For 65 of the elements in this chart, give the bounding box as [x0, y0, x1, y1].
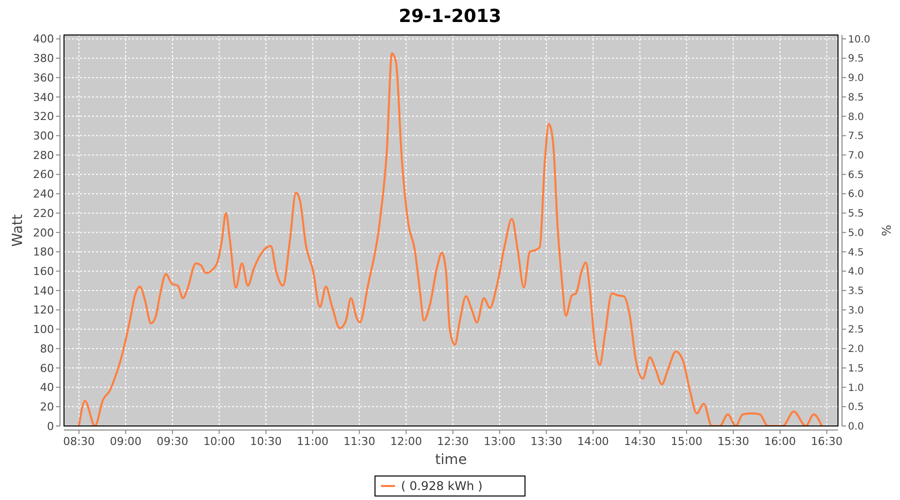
y-tick-label: 100: [33, 323, 54, 336]
y-tick-label: 320: [33, 110, 54, 124]
y2-tick-label: 6.5: [848, 170, 864, 181]
y2-tick-label: 1.5: [848, 363, 864, 374]
y-tick-label: 140: [33, 284, 54, 298]
y-tick-label: 0: [47, 420, 54, 433]
y-tick-label: 120: [33, 304, 54, 317]
y2-tick-label: 9.0: [848, 73, 864, 84]
y-tick-label: 260: [33, 168, 54, 182]
y-tick-label: 20: [40, 400, 54, 414]
x-tick-label: 09:30: [156, 435, 188, 448]
x-tick-label: 14:00: [577, 435, 609, 448]
x-tick-label: 13:00: [484, 435, 516, 448]
y2-tick-label: 8.5: [848, 92, 864, 104]
x-tick-label: 16:30: [810, 435, 843, 448]
x-tick-label: 11:30: [344, 435, 376, 448]
y2-tick-label: 3.5: [848, 286, 864, 298]
y2-tick-label: 5.0: [848, 228, 864, 239]
y2-tick-label: 4.5: [848, 247, 864, 258]
x-tick-label: 10:00: [203, 435, 236, 448]
y2-tick-label: 6.0: [848, 189, 864, 200]
x-tick-label: 16:00: [764, 435, 796, 448]
y-tick-label: 360: [33, 71, 54, 84]
x-tick-label: 08:30: [63, 435, 95, 448]
chart-title: 29-1-2013: [398, 6, 502, 27]
x-tick-label: 10:30: [250, 435, 282, 448]
y-tick-label: 400: [33, 32, 54, 46]
line-series: [78, 52, 823, 426]
y2-tick-label: 3.0: [848, 305, 864, 316]
y-tick-label: 240: [33, 188, 54, 201]
y2-tick-label: 1.0: [848, 382, 864, 394]
x-tick-label: 13:30: [530, 435, 562, 448]
legend-label: ( 0.928 kWh ): [401, 479, 483, 494]
x-tick-label: 15:30: [717, 435, 750, 448]
y2-tick-label: 2.0: [848, 344, 864, 356]
y2-tick-label: 7.5: [848, 131, 864, 142]
x-tick-label: 14:30: [624, 435, 656, 448]
y-tick-label: 60: [40, 362, 54, 375]
y-tick-label: 280: [33, 148, 54, 162]
y-tick-label: 180: [33, 246, 54, 259]
y-axis-title: Watt: [10, 214, 26, 247]
x-tick-label: 09:00: [110, 435, 142, 448]
y-tick-label: 80: [40, 342, 54, 356]
y2-tick-label: 4.0: [848, 266, 864, 278]
y2-tick-label: 9.5: [848, 54, 864, 65]
x-tick-label: 15:00: [670, 435, 702, 448]
x-tick-label: 12:30: [437, 435, 469, 448]
y-tick-label: 40: [40, 381, 54, 394]
x-tick-label: 11:00: [296, 435, 329, 448]
y2-tick-label: 10.0: [848, 34, 870, 46]
y2-tick-label: 8.0: [848, 112, 864, 123]
y2-axis-title: %: [879, 224, 893, 236]
y2-tick-label: 0.0: [848, 422, 864, 432]
y-tick-label: 380: [33, 52, 54, 66]
y2-tick-label: 2.5: [848, 324, 864, 336]
y-tick-label: 340: [33, 90, 54, 104]
y2-tick-label: 0.5: [848, 402, 864, 414]
x-axis-title: time: [435, 452, 467, 468]
y2-tick-label: 5.5: [848, 208, 864, 220]
y-tick-label: 160: [33, 265, 54, 278]
x-tick-label: 12:00: [390, 435, 422, 448]
y-tick-label: 220: [33, 206, 54, 220]
y2-tick-label: 7.0: [848, 150, 864, 162]
y-tick-label: 300: [33, 130, 54, 143]
y-tick-label: 200: [33, 226, 54, 240]
